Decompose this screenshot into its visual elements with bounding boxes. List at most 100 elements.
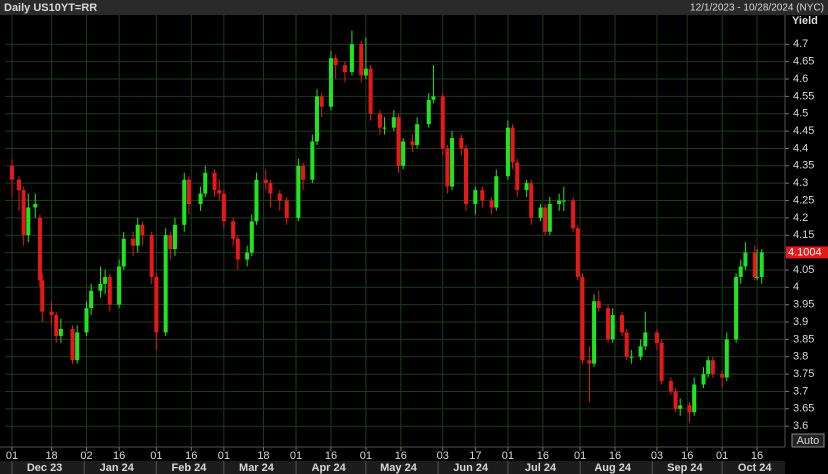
candle-body [121,238,126,267]
candle-body [235,238,240,260]
x-tick-label: 16 [185,450,197,462]
candle-body [426,99,431,125]
candle-body [212,172,217,191]
candle-body [659,342,664,382]
month-bar [0,461,785,474]
candle-body [140,224,145,236]
y-axis-label: Yield [792,15,818,27]
y-tick-label: 4.7 [793,38,808,50]
x-tick-label: 01 [6,450,18,462]
candle-body [9,165,14,180]
candle-body [401,141,406,166]
x-tick-label: 16 [537,450,549,462]
candle-body [203,172,208,194]
candle-body [131,238,136,246]
candle-body [673,391,678,409]
candle-body [738,266,743,277]
candle-body [186,179,191,204]
candle-body [198,193,203,204]
candle-body [391,117,396,128]
month-label: May 24 [380,462,418,474]
y-tick-label: 3.7 [793,385,808,397]
candle-body [75,332,80,361]
month-label: Mar 24 [239,462,275,474]
header-bar [0,0,828,15]
candle-body [755,276,760,278]
candle-body [377,113,382,128]
chart-subtitle: 12/1/2023 - 10/28/2024 (NYC) [690,3,824,14]
candle-body [464,148,469,204]
x-tick-label: 16 [325,450,337,462]
y-tick-label: 4.6 [793,73,808,85]
candle-body [284,200,289,218]
y-tick-label: 3.65 [793,403,814,415]
candle-body [84,308,89,333]
x-tick-label: 16 [113,450,125,462]
candle-body [445,148,450,187]
x-tick-label: 01 [218,450,230,462]
candle-body [580,276,585,361]
candle-body [296,165,301,218]
x-tick-label: 01 [502,450,514,462]
y-tick-label: 4.65 [793,56,814,68]
candle-body [328,58,333,107]
candle-body [415,124,420,145]
candle-body [706,360,711,375]
candle-body [301,165,306,180]
x-tick-label: 16 [609,450,621,462]
candle-body [687,405,692,413]
candle-body [315,96,319,142]
candle-body [277,193,282,201]
candle-body [547,203,552,232]
candle-body [606,308,611,340]
candle-body [629,356,634,358]
x-tick-label: 01 [150,450,162,462]
candle-body [538,207,543,218]
candle-body [89,290,94,309]
y-tick-label: 3.8 [793,351,808,363]
y-tick-label: 4.55 [793,90,814,102]
candle-body [529,183,534,218]
auto-button-label[interactable]: Auto [797,435,820,447]
candle-body [49,311,54,316]
candle-body [221,193,226,222]
candle-body [440,96,445,149]
month-label: Aug 24 [594,462,632,474]
x-tick-label: 16 [395,450,407,462]
x-tick-label: 18 [45,450,57,462]
candle-body [342,65,347,73]
candle-body [668,381,673,392]
y-tick-label: 3.95 [793,299,814,311]
candle-body [107,276,112,305]
candle-body [149,235,154,277]
candle-body [654,332,659,343]
last-value-box [786,246,828,259]
candle-body [163,235,168,333]
candle-body [154,276,159,333]
candle-body [692,384,697,413]
y-tick-label: 4.4 [793,142,808,154]
candle-body [182,179,187,225]
y-tick-label: 4.25 [793,194,814,206]
candle-body [431,96,436,100]
candle-body [58,328,63,336]
candle-body [245,252,250,260]
y-tick-label: 4.05 [793,264,814,276]
candle-body [135,224,140,246]
candle-body [510,127,515,163]
candle-body [168,235,173,250]
auto-button[interactable] [791,433,825,448]
candle-body [701,374,706,385]
x-tick-label: 01 [290,450,302,462]
candle-body [33,203,38,208]
candle-body [359,44,364,76]
chart-title: Daily US10YT=RR [4,2,97,14]
candle-body [624,332,629,357]
x-tick-label: 03 [651,450,663,462]
candle-body [40,280,45,312]
candle-body [734,276,739,340]
candle-body [26,207,31,236]
y-tick-label: 3.75 [793,368,814,380]
candle-body [410,141,415,145]
